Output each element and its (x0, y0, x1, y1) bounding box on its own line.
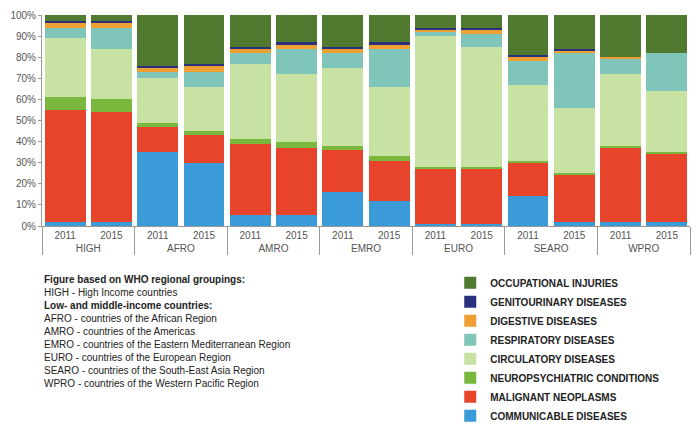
svg-text:2015: 2015 (285, 230, 308, 241)
svg-text:HIGH: HIGH (76, 243, 101, 254)
svg-text:2011: 2011 (240, 230, 262, 241)
svg-text:RESPIRATORY DISEASES: RESPIRATORY DISEASES (490, 335, 614, 346)
svg-text:2011: 2011 (517, 230, 539, 241)
svg-text:AMRO: AMRO (258, 243, 288, 254)
svg-text:Figure based on WHO regional g: Figure based on WHO regional groupings:H… (44, 274, 290, 389)
svg-text:80%: 80% (16, 52, 36, 63)
svg-text:2015: 2015 (100, 230, 123, 241)
svg-text:2011: 2011 (332, 230, 354, 241)
svg-text:MALIGNANT NEOPLASMS: MALIGNANT NEOPLASMS (490, 392, 616, 403)
svg-text:CIRCULATORY DISEASES: CIRCULATORY DISEASES (490, 354, 615, 365)
svg-text:2011: 2011 (425, 230, 447, 241)
svg-text:COMMUNICABLE DISEASES: COMMUNICABLE DISEASES (490, 411, 627, 422)
svg-text:GENITOURINARY DISEASES: GENITOURINARY DISEASES (490, 297, 627, 308)
svg-text:2015: 2015 (471, 230, 494, 241)
svg-text:2015: 2015 (656, 230, 679, 241)
svg-text:EMRO: EMRO (351, 243, 381, 254)
svg-text:2011: 2011 (147, 230, 169, 241)
svg-text:2015: 2015 (193, 230, 216, 241)
svg-text:20%: 20% (16, 178, 36, 189)
svg-text:0%: 0% (22, 221, 37, 232)
svg-text:NEUROPSYCHIATRIC CONDITIONS: NEUROPSYCHIATRIC CONDITIONS (490, 373, 659, 384)
svg-text:40%: 40% (16, 136, 36, 147)
svg-text:2015: 2015 (563, 230, 586, 241)
svg-text:WPRO: WPRO (628, 243, 659, 254)
svg-text:2015: 2015 (378, 230, 401, 241)
svg-text:60%: 60% (16, 94, 36, 105)
svg-text:AFRO: AFRO (167, 243, 195, 254)
svg-text:SEARO: SEARO (534, 243, 569, 254)
svg-text:DIGESTIVE DISEASES: DIGESTIVE DISEASES (490, 316, 597, 327)
svg-text:50%: 50% (16, 115, 36, 126)
svg-text:2011: 2011 (54, 230, 76, 241)
svg-text:EURO: EURO (444, 243, 473, 254)
svg-text:30%: 30% (16, 157, 36, 168)
svg-text:70%: 70% (16, 73, 36, 84)
svg-text:2011: 2011 (610, 230, 632, 241)
svg-text:100%: 100% (10, 10, 36, 21)
svg-text:90%: 90% (16, 31, 36, 42)
svg-text:10%: 10% (16, 199, 36, 210)
svg-text:OCCUPATIONAL INJURIES: OCCUPATIONAL INJURIES (490, 278, 618, 289)
